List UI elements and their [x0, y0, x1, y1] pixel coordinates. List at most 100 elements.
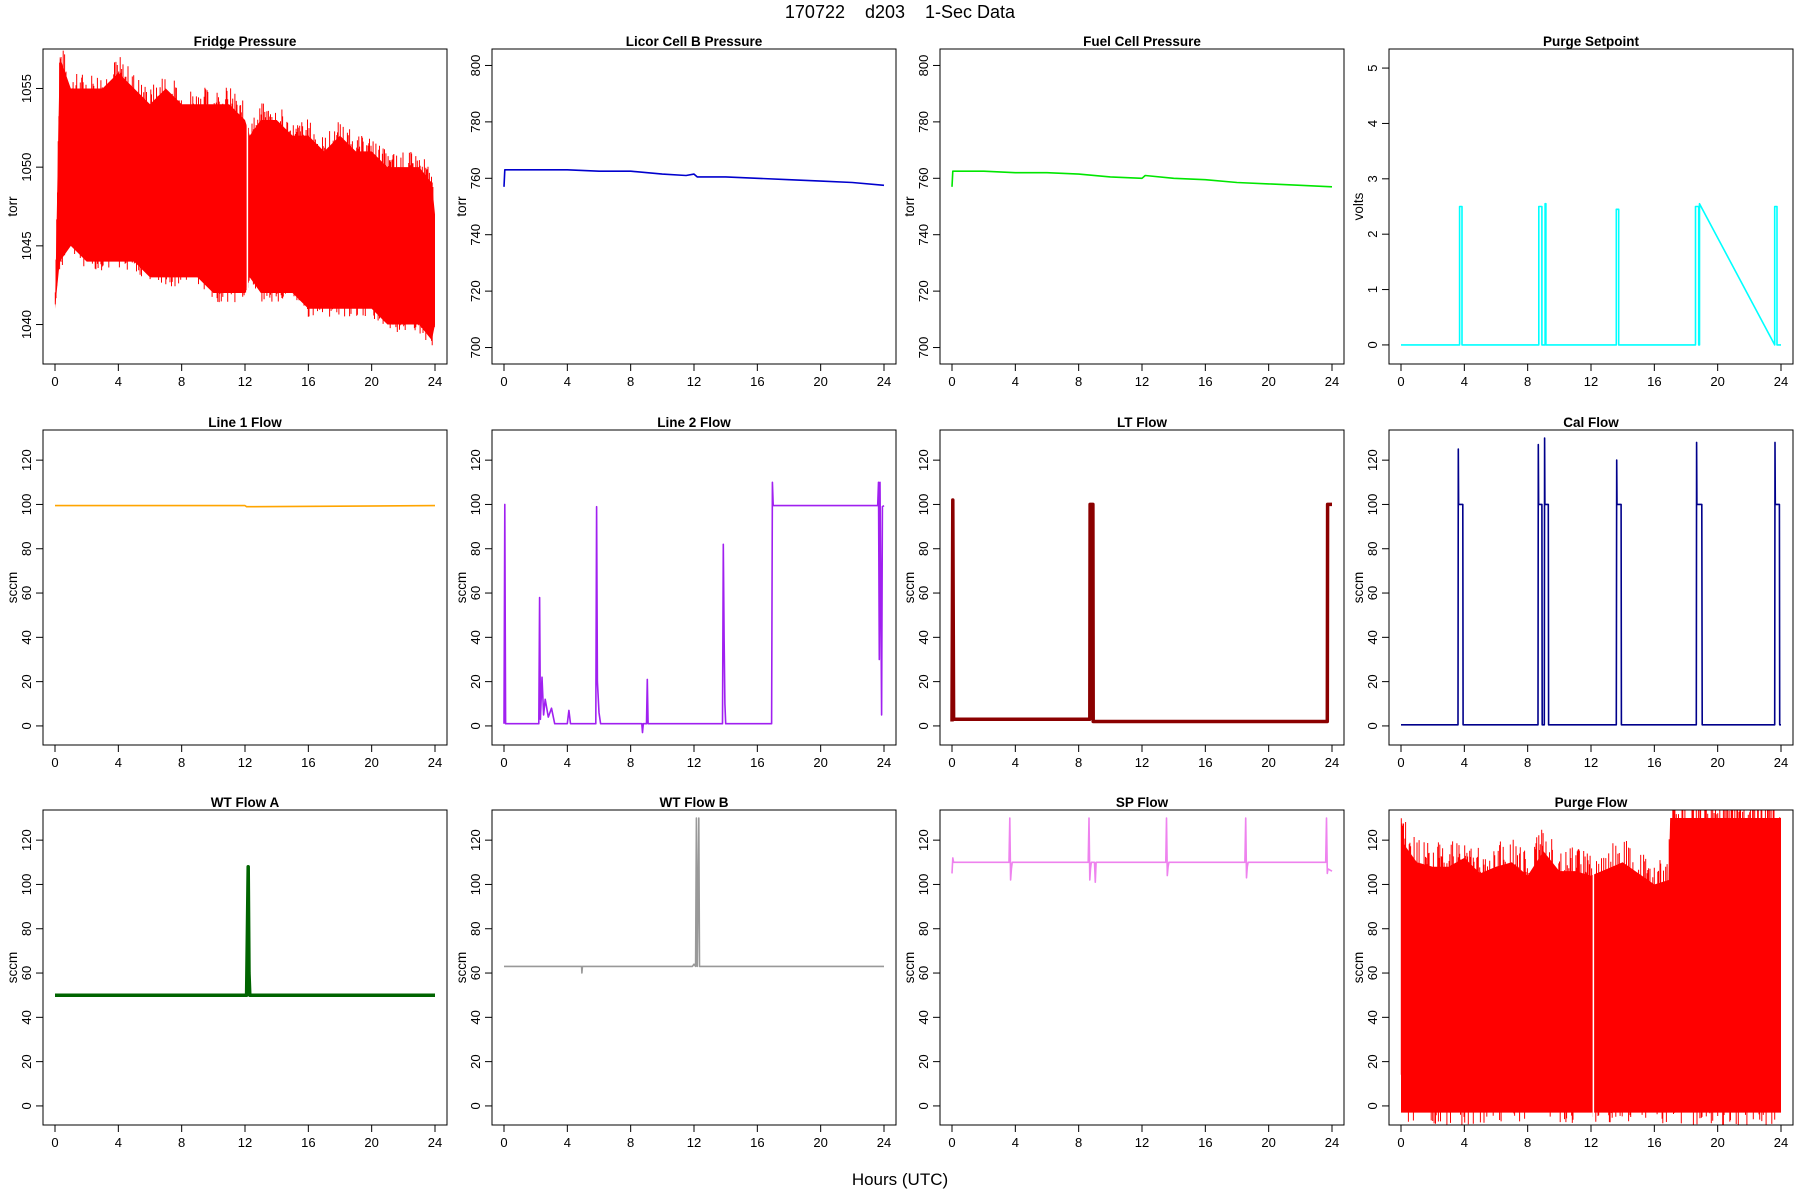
x-tick-label: 20	[813, 1135, 827, 1150]
y-tick-label: 100	[1365, 494, 1380, 516]
panel-title: Purge Setpoint	[1543, 34, 1640, 49]
y-tick-label: 1050	[19, 153, 34, 182]
x-tick-label: 16	[1198, 755, 1212, 770]
plot-area	[54, 50, 435, 346]
y-tick-label: 120	[1365, 829, 1380, 851]
plot-area	[504, 817, 884, 974]
x-tick-label: 0	[500, 374, 507, 389]
y-axis-label: sccm	[454, 572, 469, 604]
x-axis-label: Hours (UTC)	[851, 1170, 949, 1189]
panel-line-1-flow: Line 1 Flow 0 4 8 12 16 20 24 0 20 40 60 80 100 120 scc…	[5, 415, 448, 770]
series-flow	[1401, 437, 1781, 726]
x-tick-label: 20	[813, 755, 827, 770]
y-tick-label: 20	[916, 1054, 931, 1068]
x-tick-label: 12	[1135, 755, 1149, 770]
x-tick-label: 20	[364, 755, 378, 770]
x-tick-label: 16	[1198, 1135, 1212, 1150]
y-tick-label: 800	[468, 55, 483, 77]
x-tick-label: 16	[1647, 374, 1661, 389]
y-tick-label: 760	[468, 167, 483, 189]
x-tick-label: 12	[238, 374, 252, 389]
y-tick-label: 3	[1365, 175, 1380, 182]
y-tick-label: 700	[468, 337, 483, 359]
y-axis-label: torr	[5, 196, 20, 217]
plot-frame	[1388, 48, 1794, 365]
x-tick-label: 16	[301, 755, 315, 770]
x-tick-label: 4	[1012, 374, 1019, 389]
panel-sp-flow: SP Flow 0 4 8 12 16 20 24 0 20 40 60 80 100 120 sccm	[902, 795, 1345, 1150]
x-tick-label: 20	[364, 374, 378, 389]
y-tick-label: 100	[916, 874, 931, 896]
plot-frame	[939, 429, 1345, 746]
x-tick-label: 4	[564, 1135, 571, 1150]
y-tick-label: 20	[19, 1054, 34, 1068]
plot-frame	[42, 809, 448, 1126]
y-axis-label: sccm	[902, 952, 917, 984]
x-tick-label: 4	[1012, 1135, 1019, 1150]
y-tick-label: 40	[468, 1010, 483, 1024]
y-tick-label: 120	[19, 829, 34, 851]
y-tick-label: 1045	[19, 231, 34, 260]
y-tick-label: 80	[468, 542, 483, 556]
x-tick-label: 8	[1075, 755, 1082, 770]
x-tick-label: 8	[178, 374, 185, 389]
panel-title: Fuel Cell Pressure	[1083, 34, 1201, 49]
y-tick-label: 20	[468, 674, 483, 688]
y-tick-label: 740	[468, 224, 483, 246]
y-tick-label: 20	[916, 674, 931, 688]
x-tick-label: 4	[115, 1135, 122, 1150]
plot-area	[503, 481, 885, 734]
x-tick-label: 24	[877, 755, 891, 770]
y-tick-label: 120	[1365, 449, 1380, 471]
panel-title: WT Flow B	[660, 795, 729, 810]
figure-title: 170722 d203 1-Sec Data	[784, 2, 1016, 22]
y-tick-label: 100	[916, 494, 931, 516]
plot-frame	[491, 429, 897, 746]
y-tick-label: 4	[1365, 120, 1380, 127]
x-tick-label: 16	[750, 755, 764, 770]
y-tick-label: 40	[1365, 630, 1380, 644]
series-spikes	[1400, 810, 1781, 1125]
x-tick-label: 0	[51, 374, 58, 389]
y-tick-label: 100	[19, 494, 34, 516]
x-tick-label: 0	[948, 374, 955, 389]
y-tick-label: 40	[1365, 1010, 1380, 1024]
x-tick-label: 4	[564, 374, 571, 389]
panel-title: WT Flow A	[211, 795, 280, 810]
x-tick-label: 8	[178, 755, 185, 770]
x-tick-label: 8	[627, 374, 634, 389]
y-tick-label: 100	[468, 494, 483, 516]
x-tick-label: 20	[1261, 374, 1275, 389]
x-tick-label: 0	[51, 755, 58, 770]
y-tick-label: 720	[468, 280, 483, 302]
x-tick-label: 24	[877, 374, 891, 389]
x-tick-label: 12	[238, 755, 252, 770]
x-tick-label: 20	[1261, 755, 1275, 770]
y-tick-label: 0	[1365, 1102, 1380, 1109]
x-tick-label: 12	[1584, 1135, 1598, 1150]
y-tick-label: 80	[468, 922, 483, 936]
x-tick-label: 20	[1261, 1135, 1275, 1150]
x-tick-label: 8	[1075, 374, 1082, 389]
y-tick-label: 720	[916, 280, 931, 302]
x-tick-label: 24	[428, 1135, 442, 1150]
series-spikes	[54, 50, 435, 346]
x-tick-label: 8	[1524, 755, 1531, 770]
x-tick-label: 12	[1135, 1135, 1149, 1150]
y-tick-label: 800	[916, 55, 931, 77]
plot-frame	[42, 48, 448, 365]
y-tick-label: 40	[916, 630, 931, 644]
y-axis-label: sccm	[902, 572, 917, 604]
x-tick-label: 0	[948, 1135, 955, 1150]
x-tick-label: 24	[877, 1135, 891, 1150]
x-tick-label: 0	[1397, 755, 1404, 770]
panel-licor-cell-b-pressure: Licor Cell B Pressure 0 4 8 12 16 20 24 700 720 74…	[454, 34, 897, 389]
x-tick-label: 12	[1584, 755, 1598, 770]
series-flow	[504, 817, 884, 974]
x-tick-label: 16	[750, 1135, 764, 1150]
x-tick-label: 4	[1461, 755, 1468, 770]
y-tick-label: 20	[468, 1054, 483, 1068]
x-tick-label: 4	[115, 755, 122, 770]
